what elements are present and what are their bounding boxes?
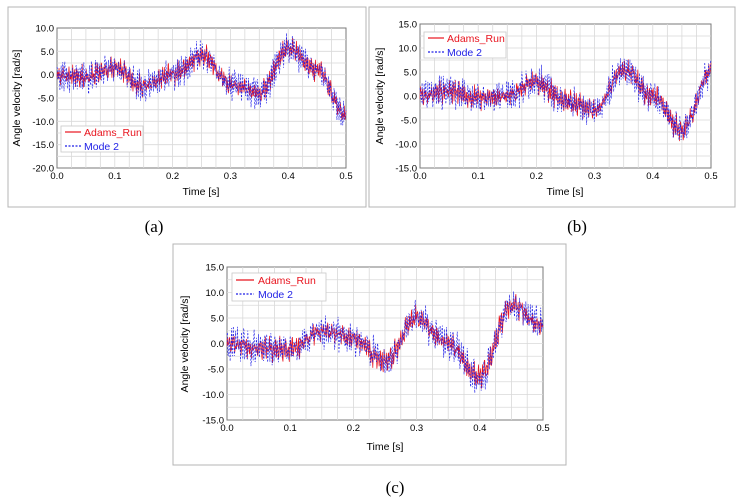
chart-c-x-tick-labels: 0.0 0.1 0.2 0.3 0.4 0.5 (220, 423, 549, 434)
chart-b-x-tick-label: 0.2 (530, 171, 543, 182)
chart-b-legend: Adams_Run Mode 2 (423, 31, 507, 59)
chart-c-x-tick-label: 0.0 (220, 423, 233, 434)
chart-c-y-tick-label: -5.0 (208, 365, 224, 376)
chart-b-x-tick-label: 0.4 (646, 171, 659, 182)
chart-c-x-tick-label: 0.2 (347, 423, 360, 434)
chart-a-y-tick-label: 10.0 (36, 24, 55, 35)
chart-a-y-tick-label: -10.0 (32, 117, 54, 128)
chart-b-series-mode-2 (419, 58, 712, 141)
chart-c-y-tick-label: 0.0 (211, 339, 224, 350)
chart-a-series-mode-2 (56, 33, 347, 126)
chart-c-legend-box (231, 272, 327, 302)
caption-b: (b) (567, 217, 587, 236)
chart-c-y-tick-labels: -15.0 -10.0 -5.0 0.0 5.0 10.0 15.0 (202, 263, 224, 427)
chart-a-legend-box (60, 125, 144, 153)
chart-a-series (56, 33, 347, 126)
chart-b-y-tick-label: 10.0 (399, 44, 418, 55)
chart-c-x-tick-label: 0.3 (410, 423, 423, 434)
caption-c: (c) (386, 478, 405, 497)
chart-a-legend-label-mode-2: Mode 2 (84, 141, 119, 153)
chart-b-x-tick-label: 0.0 (413, 171, 426, 182)
chart-a-y-tick-labels: -20.0 -15.0 -10.0 -5.0 0.0 5.0 10.0 (32, 24, 54, 175)
chart-b-y-tick-label: 0.0 (404, 92, 417, 103)
chart-b-legend-box (423, 31, 507, 59)
chart-a-y-tick-label: 5.0 (41, 47, 54, 58)
chart-a-legend-label-adams-run: Adams_Run (84, 127, 142, 139)
chart-b-y-tick-label: 5.0 (404, 68, 417, 79)
chart-c-series-mode-2 (226, 291, 544, 394)
chart-c-legend-label-adams-run: Adams_Run (258, 275, 316, 287)
chart-a: -20.0-15.0-10.0-5.00.05.010.0 0.0 0.1 0.2 0… (7, 6, 367, 208)
chart-a-y-tick-label: -5.0 (38, 94, 54, 105)
chart-b-legend-label-adams-run: Adams_Run (447, 33, 505, 45)
chart-c-x-tick-label: 0.5 (536, 423, 549, 434)
chart-b-x-tick-label: 0.1 (472, 171, 485, 182)
chart-b-y-tick-label: -5.0 (401, 116, 417, 127)
chart-b-y-axis-title: Angle velocity [rad/s] (374, 47, 386, 144)
chart-c-y-tick-label: 15.0 (206, 263, 225, 274)
chart-a-y-tick-label: -15.0 (32, 140, 54, 151)
chart-c: -15.0-10.0-5.00.05.010.015.0 0.0 0.1 0.2 0.… (172, 243, 567, 466)
chart-b-x-tick-label: 0.3 (588, 171, 601, 182)
chart-a-x-tick-labels: 0.0 0.1 0.2 0.3 0.4 0.5 (50, 171, 352, 182)
chart-b-x-tick-label: 0.5 (704, 171, 717, 182)
chart-b-y-tick-labels: -15.0 -10.0 -5.0 0.0 5.0 10.0 15.0 (395, 20, 417, 175)
chart-b-y-tick-label: -10.0 (395, 140, 417, 151)
chart-c-x-axis-title: Time [s] (367, 441, 404, 453)
chart-a-x-tick-label: 0.0 (50, 171, 63, 182)
chart-a-x-tick-label: 0.3 (224, 171, 237, 182)
chart-a-x-tick-label: 0.5 (339, 171, 352, 182)
chart-c-y-axis-title: Angle velocity [rad/s] (179, 295, 191, 392)
chart-c-x-tick-label: 0.4 (473, 423, 486, 434)
chart-c-series (226, 291, 544, 394)
chart-b-y-tick-label: 15.0 (399, 20, 418, 31)
chart-b: -15.0-10.0-5.00.05.010.015.0 0.0 0.1 0.2 0.… (368, 6, 736, 208)
chart-c-y-tick-label: 10.0 (206, 288, 225, 299)
chart-c-series-adams-run (226, 294, 544, 389)
chart-b-series (419, 58, 712, 142)
chart-a-y-tick-label: 0.0 (41, 70, 54, 81)
chart-b-series-adams-run (419, 59, 712, 142)
chart-c-legend-label-mode-2: Mode 2 (258, 289, 293, 301)
chart-b-x-axis-title: Time [s] (547, 186, 584, 198)
chart-a-legend: Adams_Run Mode 2 (60, 125, 144, 153)
chart-b-x-tick-labels: 0.0 0.1 0.2 0.3 0.4 0.5 (413, 171, 717, 182)
chart-a-y-tick-label: -20.0 (32, 164, 54, 175)
chart-a-x-tick-label: 0.2 (166, 171, 179, 182)
chart-a-x-axis-title: Time [s] (183, 186, 220, 198)
chart-c-x-tick-label: 0.1 (284, 423, 297, 434)
chart-b-legend-label-mode-2: Mode 2 (447, 47, 482, 59)
chart-c-y-tick-label: 5.0 (211, 314, 224, 325)
chart-a-x-tick-label: 0.1 (108, 171, 121, 182)
chart-a-y-axis-title: Angle velocity [rad/s] (11, 49, 23, 146)
chart-c-y-tick-label: -15.0 (202, 416, 224, 427)
chart-c-legend: Adams_Run Mode 2 (231, 272, 327, 302)
chart-a-x-tick-label: 0.4 (282, 171, 295, 182)
chart-b-y-tick-label: -15.0 (395, 164, 417, 175)
caption-a: (a) (145, 217, 164, 236)
chart-c-y-tick-label: -10.0 (202, 390, 224, 401)
